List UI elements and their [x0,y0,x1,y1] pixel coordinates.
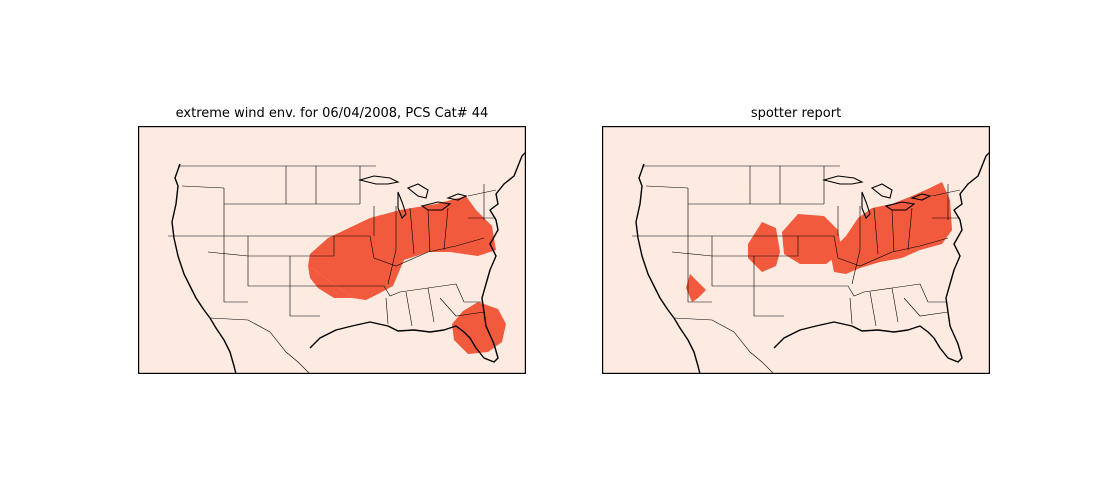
spotter-report-shading [686,182,952,302]
great-lakes [821,175,932,219]
report-region-plains-west [748,222,780,272]
atlantic-coastline [481,151,526,313]
state-borders [632,165,961,327]
pacific-coastline [635,163,701,374]
right-map-title: spotter report [750,106,842,121]
extreme-wind-map [138,126,526,374]
gulf-coastline [309,311,499,363]
mexico-border [209,317,311,374]
report-region-southwest [686,274,706,302]
report-region-plains-central [782,214,842,264]
mexico-border [673,317,775,374]
geographic-boundaries [632,151,990,374]
atlantic-coastline [945,151,990,313]
wind-region-central-east [308,196,496,298]
geographic-boundaries [168,151,526,374]
map-frame [138,126,526,374]
great-lakes [357,175,468,219]
report-region-ohio-valley [830,182,952,274]
state-borders [168,165,497,327]
gulf-coastline [773,311,963,363]
map-frame [602,126,990,374]
left-map-title: extreme wind env. for 06/04/2008, PCS Ca… [175,106,489,121]
wind-region-southern-plains [308,266,378,300]
spotter-report-map [602,126,990,374]
pacific-coastline [171,163,237,374]
